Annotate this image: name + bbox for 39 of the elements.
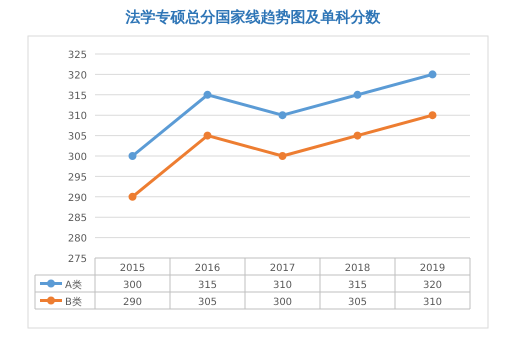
y-tick-label: 290	[68, 192, 87, 204]
legend-label: B类	[65, 296, 82, 308]
chart-title: 法学专硕总分国家线趋势图及单科分数	[124, 8, 382, 26]
data-label: 315	[348, 280, 368, 291]
data-label: 310	[272, 280, 292, 291]
point	[128, 192, 136, 201]
data-label: 315	[198, 280, 218, 291]
data-label: 300	[272, 297, 292, 308]
point	[278, 111, 286, 120]
y-tick-label: 305	[68, 132, 87, 143]
point	[204, 132, 212, 140]
y-tick-label: 300	[68, 152, 87, 163]
x-tick-label: 2016	[194, 263, 220, 274]
data-label: 305	[348, 297, 368, 308]
y-tick-label: 285	[68, 213, 87, 224]
y-tick-label: 320	[68, 70, 87, 82]
point	[278, 152, 286, 160]
data-label: 300	[122, 280, 142, 291]
x-tick-label: 2015	[120, 263, 146, 274]
point	[354, 90, 362, 99]
legend-label: A类	[65, 279, 82, 291]
point	[128, 152, 136, 160]
point	[354, 132, 362, 140]
y-tick-label: 310	[68, 111, 87, 122]
point	[428, 111, 436, 120]
x-tick-label: 2018	[344, 263, 370, 274]
y-tick-label: 315	[68, 90, 87, 102]
y-tick-label: 325	[68, 50, 87, 61]
data-label: 305	[198, 297, 218, 308]
data-label: 290	[122, 297, 142, 308]
x-tick-label: 2017	[270, 263, 296, 274]
x-tick-label: 2019	[420, 263, 446, 274]
point	[204, 90, 212, 99]
y-tick-label: 280	[68, 234, 87, 245]
data-label: 320	[422, 280, 442, 291]
y-tick-label: 295	[68, 172, 87, 184]
point	[428, 70, 436, 78]
data-label: 310	[422, 297, 442, 308]
y-tick-label: 275	[68, 254, 87, 265]
